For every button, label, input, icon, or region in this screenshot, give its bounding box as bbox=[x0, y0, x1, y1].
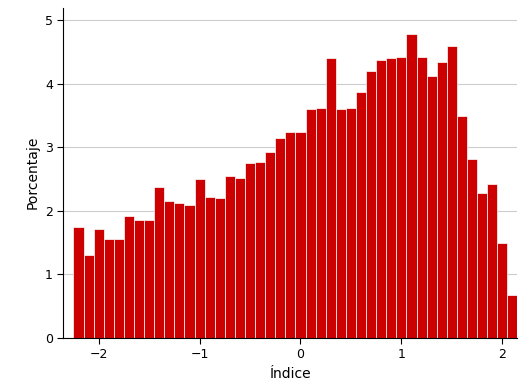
Bar bbox=[517, 284, 527, 338]
Bar bbox=[235, 178, 245, 338]
Bar bbox=[477, 193, 487, 338]
Bar bbox=[245, 163, 255, 338]
Bar bbox=[467, 159, 477, 338]
Bar bbox=[447, 46, 457, 338]
Bar bbox=[356, 91, 366, 338]
Bar bbox=[114, 240, 124, 338]
Bar bbox=[285, 132, 296, 338]
Bar bbox=[73, 227, 83, 338]
Bar bbox=[164, 201, 174, 338]
Bar bbox=[194, 179, 205, 338]
Bar bbox=[205, 197, 215, 338]
Bar bbox=[326, 58, 336, 338]
X-axis label: Índice: Índice bbox=[270, 367, 311, 381]
Bar bbox=[306, 109, 316, 338]
Bar bbox=[497, 243, 507, 338]
Bar bbox=[346, 108, 356, 338]
Bar bbox=[427, 76, 437, 338]
Bar bbox=[376, 60, 386, 338]
Bar bbox=[437, 62, 447, 338]
Bar bbox=[124, 216, 134, 338]
Bar bbox=[174, 203, 184, 338]
Bar bbox=[225, 176, 235, 338]
Bar bbox=[83, 255, 93, 338]
Bar bbox=[507, 295, 517, 338]
Bar bbox=[397, 57, 407, 338]
Bar bbox=[296, 132, 306, 338]
Bar bbox=[144, 220, 154, 338]
Bar bbox=[336, 109, 346, 338]
Bar bbox=[487, 184, 497, 338]
Bar bbox=[265, 152, 275, 338]
Bar bbox=[154, 187, 164, 338]
Bar bbox=[417, 57, 427, 338]
Bar bbox=[407, 34, 417, 338]
Bar bbox=[184, 205, 194, 338]
Bar bbox=[103, 239, 114, 338]
Bar bbox=[275, 138, 285, 338]
Bar bbox=[457, 116, 467, 338]
Bar bbox=[134, 220, 144, 338]
Bar bbox=[255, 162, 265, 338]
Bar bbox=[316, 108, 326, 338]
Bar bbox=[215, 198, 225, 338]
Bar bbox=[93, 229, 103, 338]
Bar bbox=[386, 58, 397, 338]
Bar bbox=[366, 71, 376, 338]
Y-axis label: Porcentaje: Porcentaje bbox=[25, 136, 40, 210]
